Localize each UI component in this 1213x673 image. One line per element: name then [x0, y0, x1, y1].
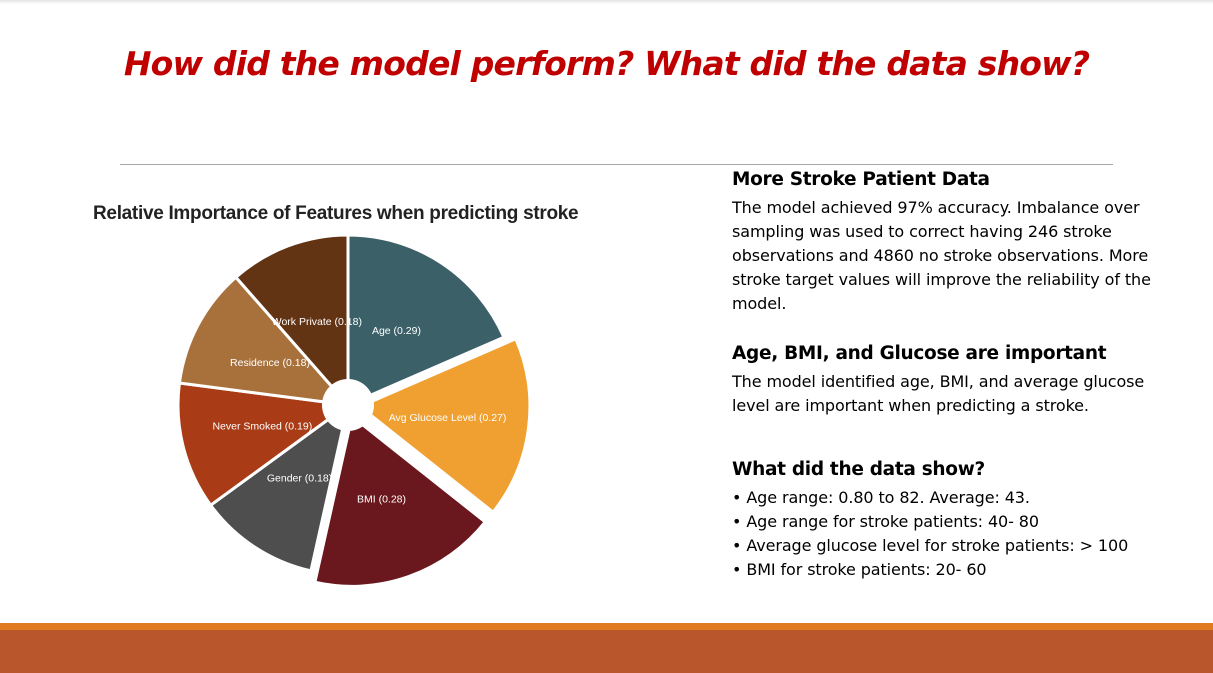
slide-top-shadow — [0, 0, 1213, 4]
pie-label-age: Age (0.29) — [372, 325, 421, 337]
pie-slice-gender — [208, 401, 351, 573]
stroke-data-body: The model achieved 97% accuracy. Imbalan… — [732, 198, 1151, 313]
data-findings-list: Age range: 0.80 to 82. Average: 43. Age … — [732, 486, 1162, 582]
pie-label-work-private: Work Private (0.18) — [272, 316, 362, 328]
title-divider — [120, 164, 1113, 165]
slide-title: How did the model perform? What did the … — [123, 44, 1090, 83]
feature-importance-pie-chart: Age (0.29) Avg Glucose Level (0.27) BMI (0… — [176, 233, 532, 588]
important-features-heading: Age, BMI, and Glucose are important — [732, 343, 1107, 364]
finding-item: Average glucose level for stroke patient… — [732, 534, 1162, 558]
chart-title: Relative Importance of Features when pre… — [93, 203, 579, 224]
pie-center-hole — [322, 379, 374, 431]
pie-slice-work-private — [233, 233, 350, 409]
pie-slice-age — [346, 233, 506, 408]
important-features-section: Age, BMI, and Glucose are important The … — [732, 342, 1162, 418]
text-column: More Stroke Patient Data The model achie… — [732, 168, 1162, 608]
pie-slice-bmi — [313, 413, 488, 588]
pie-label-residence: Residence (0.18) — [230, 357, 310, 369]
data-findings-section: What did the data show? Age range: 0.80 … — [732, 458, 1162, 582]
pie-labels: Age (0.29) Avg Glucose Level (0.27) BMI (0… — [212, 316, 506, 505]
pie-slice-avg-glucose-level — [357, 336, 532, 515]
pie-label-bmi: BMI (0.28) — [357, 493, 406, 505]
pie-slices — [176, 233, 532, 588]
pie-slice-never-smoked — [176, 381, 352, 508]
pie-label-gender: Gender (0.18) — [267, 473, 332, 485]
pie-slice-residence — [177, 275, 352, 408]
finding-item: Age range: 0.80 to 82. Average: 43. — [732, 486, 1162, 510]
finding-item: BMI for stroke patients: 20- 60 — [732, 558, 1162, 582]
data-findings-heading: What did the data show? — [732, 459, 985, 480]
pie-label-never-smoked: Never Smoked (0.19) — [212, 421, 312, 433]
stroke-data-section: More Stroke Patient Data The model achie… — [732, 168, 1162, 316]
footer-accent-line — [0, 623, 1213, 630]
footer-band — [0, 630, 1213, 673]
important-features-body: The model identified age, BMI, and avera… — [732, 372, 1145, 415]
pie-label-avg-glucose-level: Avg Glucose Level (0.27) — [389, 412, 507, 424]
finding-item: Age range for stroke patients: 40- 80 — [732, 510, 1162, 534]
stroke-data-heading: More Stroke Patient Data — [732, 169, 990, 190]
